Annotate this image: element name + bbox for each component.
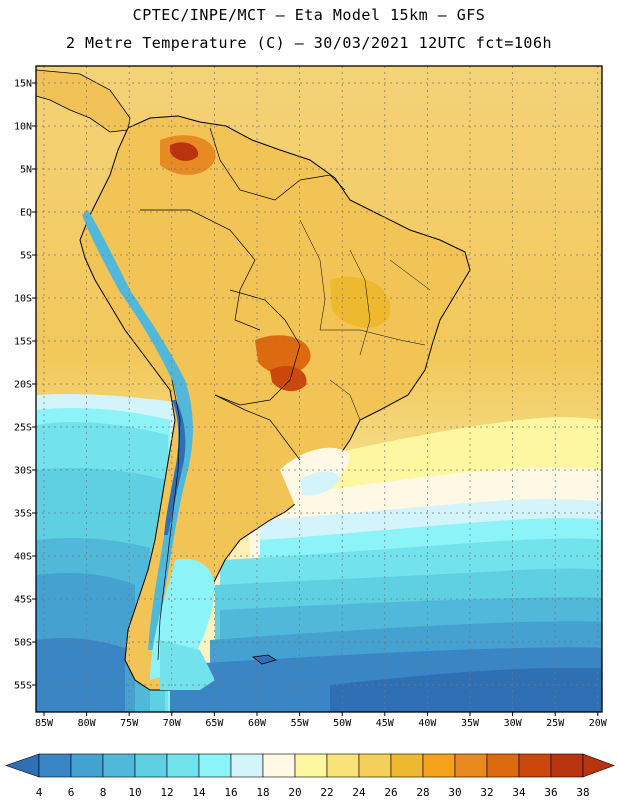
colorbar-label: 4: [36, 786, 43, 799]
colorbar-swatch: [71, 754, 103, 777]
lat-label: 5S: [20, 251, 32, 262]
map-plot-area: [36, 66, 602, 712]
ocean-band-pacific-7: [36, 638, 125, 712]
lon-label: 20W: [589, 718, 608, 729]
colorbar-label: 36: [544, 786, 557, 799]
lat-label: 40S: [14, 552, 32, 563]
colorbar-swatch: [487, 754, 519, 777]
colorbar-label: 8: [100, 786, 107, 799]
lon-label: 65W: [205, 718, 224, 729]
lon-label: 50W: [333, 718, 352, 729]
colorbar-swatch: [295, 754, 327, 777]
colorbar-label: 6: [68, 786, 75, 799]
colorbar-label: 30: [448, 786, 461, 799]
colorbar-swatch: [423, 754, 455, 777]
colorbar-under-arrow: [6, 754, 39, 777]
colorbar-label: 20: [288, 786, 301, 799]
temperature-colorbar: 4 6 8 10 12 14 16 18 20 22 24 26 28 30 32 34 36 38: [6, 754, 614, 799]
temperature-map: 15N 10N 5N EQ 5S 10S 15S 20S 25S 30S 35S 40S 45S 50S 5…: [0, 0, 618, 800]
colorbar-label: 38: [576, 786, 589, 799]
lon-label: 55W: [291, 718, 310, 729]
longitude-axis: 85W 80W 75W 70W 65W 60W 55W 50W 45W 40W 35W 30W 25W 2…: [35, 712, 608, 729]
lat-label: 45S: [14, 595, 32, 606]
lon-label: 80W: [78, 718, 97, 729]
colorbar-label: 10: [128, 786, 141, 799]
lon-label: 45W: [376, 718, 395, 729]
colorbar-label: 28: [416, 786, 429, 799]
lat-label: 10N: [14, 122, 32, 133]
colorbar-swatch: [103, 754, 135, 777]
lat-label: 20S: [14, 380, 32, 391]
lon-label: 40W: [418, 718, 437, 729]
lat-label: 35S: [14, 509, 32, 520]
lat-label: 55S: [14, 681, 32, 692]
colorbar-swatch: [551, 754, 583, 777]
colorbar-swatch: [359, 754, 391, 777]
colorbar-swatch: [519, 754, 551, 777]
colorbar-swatch: [167, 754, 199, 777]
lon-label: 75W: [120, 718, 139, 729]
colorbar-label: 26: [384, 786, 397, 799]
lat-label: 15S: [14, 337, 32, 348]
colorbar-label: 16: [224, 786, 237, 799]
colorbar-label: 18: [256, 786, 269, 799]
colorbar-over-arrow: [583, 754, 614, 777]
colorbar-label: 34: [512, 786, 526, 799]
colorbar-swatch: [135, 754, 167, 777]
lon-label: 60W: [248, 718, 267, 729]
colorbar-swatch: [231, 754, 263, 777]
lon-label: 35W: [461, 718, 480, 729]
colorbar-label: 12: [160, 786, 173, 799]
lon-label: 30W: [504, 718, 523, 729]
colorbar-swatch: [391, 754, 423, 777]
lat-label: 50S: [14, 638, 32, 649]
lat-label: 30S: [14, 466, 32, 477]
colorbar-label: 14: [192, 786, 206, 799]
colorbar-swatch: [199, 754, 231, 777]
lat-label: 15N: [14, 79, 32, 90]
colorbar-swatch: [455, 754, 487, 777]
lon-label: 85W: [35, 718, 54, 729]
colorbar-label: 22: [320, 786, 333, 799]
lat-label: EQ: [20, 208, 32, 219]
lon-label: 70W: [163, 718, 182, 729]
colorbar-label: 24: [352, 786, 366, 799]
lat-label: 10S: [14, 294, 32, 305]
lon-label: 25W: [546, 718, 565, 729]
latitude-axis: 15N 10N 5N EQ 5S 10S 15S 20S 25S 30S 35S 40S 45S 50S 5…: [14, 79, 36, 692]
lat-label: 5N: [20, 165, 32, 176]
colorbar-label: 32: [480, 786, 493, 799]
colorbar-swatch: [327, 754, 359, 777]
colorbar-swatch: [39, 754, 71, 777]
colorbar-swatch: [263, 754, 295, 777]
lat-label: 25S: [14, 423, 32, 434]
